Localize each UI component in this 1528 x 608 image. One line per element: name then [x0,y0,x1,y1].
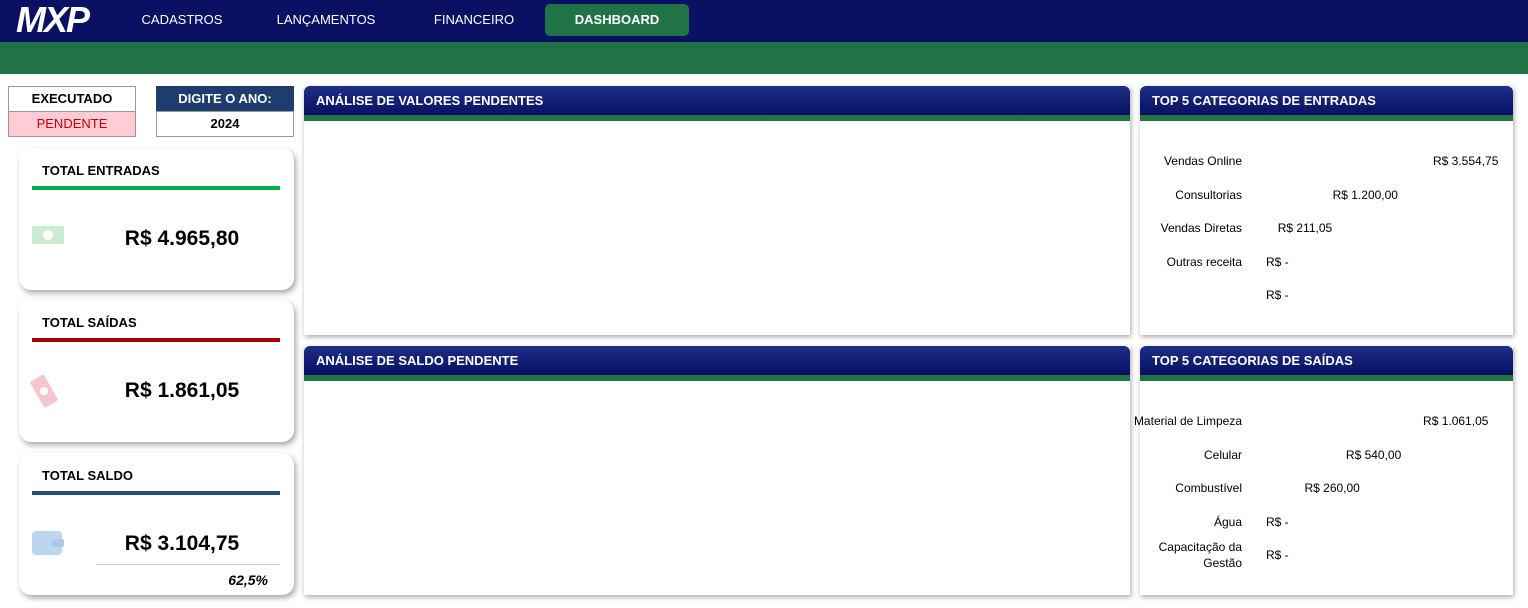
data-label: R$ 1.200,00 [1332,187,1398,202]
chart-panel: ANÁLISE DE SALDO PENDENTE [304,346,1130,595]
nav-item[interactable]: LANÇAMENTOS [276,12,376,27]
kpi-line [32,186,280,190]
kpi-card [19,300,294,442]
category-label: Vendas Online [1163,154,1242,168]
chart-panel: ANÁLISE DE VALORES PENDENTES [304,86,1130,335]
kpi-percent: 62,5% [228,572,268,588]
category-label: Outras receita [1166,254,1242,269]
kpi-icon [30,525,70,565]
kpi-icon [30,220,70,260]
data-label: R$ - [1266,514,1289,529]
panel-header: ANÁLISE DE VALORES PENDENTES [304,86,1130,115]
panel-strip [1140,375,1513,381]
category-label: Celular [1203,447,1242,462]
kpi-icon [30,372,70,412]
data-label: R$ - [1266,548,1289,562]
chart-panel: TOP 5 CATEGORIAS DE SAÍDAS [1140,346,1513,595]
nav-item[interactable]: FINANCEIRO [433,12,515,27]
kpi-title: TOTAL SALDO [42,468,133,483]
nav-item[interactable]: CADASTROS [141,12,223,27]
category-label: Vendas Diretas [1160,221,1242,235]
panel-strip [304,115,1130,121]
panel-strip [1140,115,1513,121]
year-label: DIGITE O ANO: [156,86,294,112]
category-label: Material de Limpeza [1133,414,1242,428]
panel-header: TOP 5 CATEGORIAS DE SAÍDAS [1140,346,1513,375]
data-label: R$ 1.061,05 [1423,414,1489,428]
category-label: Consultorias [1175,187,1242,202]
chart-panel: TOP 5 CATEGORIAS DE ENTRADAS [1140,86,1513,335]
nav-item[interactable]: DASHBOARD [545,4,689,36]
kpi-card [19,148,294,290]
data-label: R$ 540,00 [1345,447,1402,462]
category-label: Capacitação da Gestão [1158,540,1242,570]
kpi-value: R$ 3.104,75 [124,532,240,555]
category-label: Combustível [1175,481,1242,495]
top-bar [0,0,1528,42]
data-label: R$ - [1266,288,1289,302]
kpi-value: R$ 4.965,80 [124,227,240,250]
data-label: R$ 3.554,75 [1433,154,1499,168]
category-label: Água [1213,514,1242,529]
kpi-line [32,491,280,495]
kpi-title: TOTAL SAÍDAS [42,315,137,330]
panel-header: TOP 5 CATEGORIAS DE ENTRADAS [1140,86,1513,115]
filter-pendente[interactable]: PENDENTE [8,111,136,137]
panel-header: ANÁLISE DE SALDO PENDENTE [304,346,1130,375]
logo[interactable]: MXP [16,0,90,40]
panel-strip [304,375,1130,381]
green-bar [0,42,1528,74]
data-label: R$ - [1266,254,1289,269]
data-label: R$ 260,00 [1304,481,1360,495]
kpi-card [19,453,294,595]
kpi-divider [96,564,280,565]
kpi-line [32,338,280,342]
kpi-title: TOTAL ENTRADAS [42,163,160,178]
data-label: R$ 211,05 [1277,221,1333,235]
kpi-value: R$ 1.861,05 [124,379,240,402]
year-input[interactable]: 2024 [156,111,294,137]
